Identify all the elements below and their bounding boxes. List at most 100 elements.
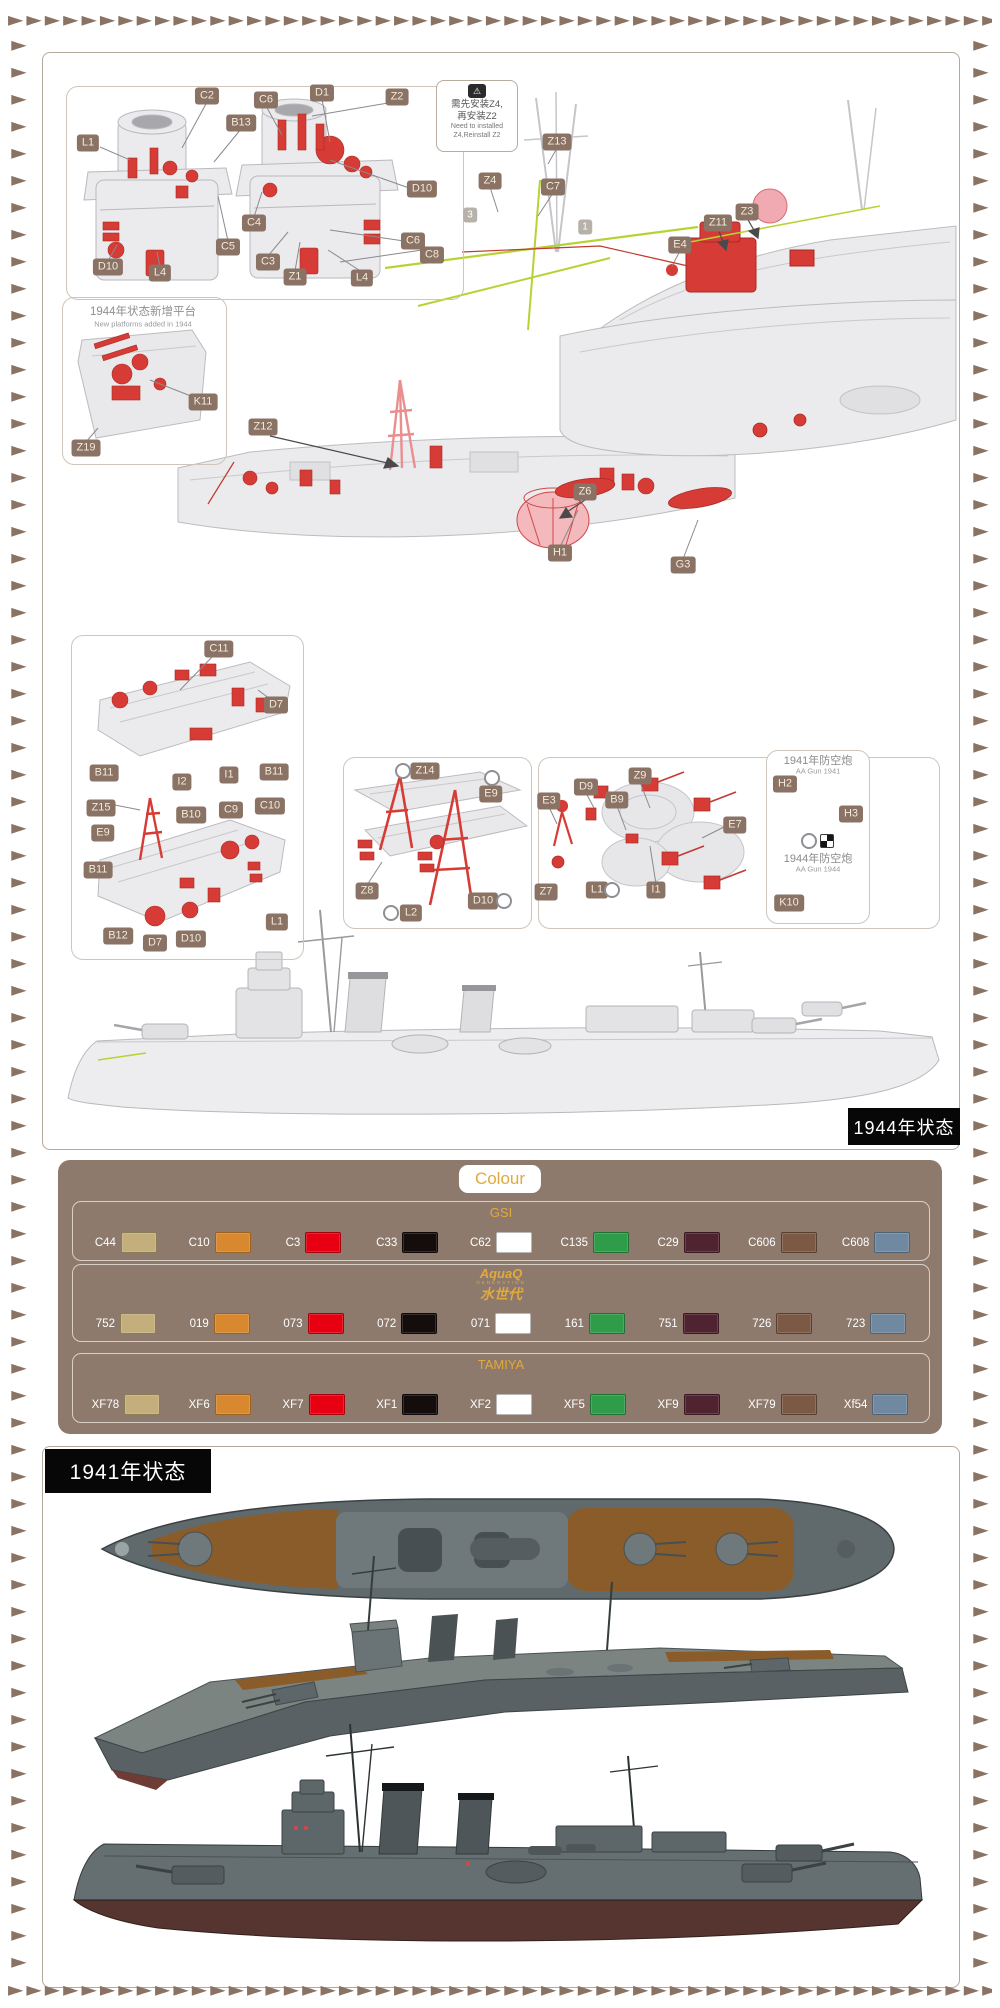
new-platform-box — [62, 297, 227, 465]
paint-cell-GSI-C3: C3 — [267, 1232, 361, 1253]
paint-code-C29: C29 — [657, 1236, 679, 1249]
paint-chip-XF79 — [780, 1394, 817, 1415]
paint-cell-AQUA-072: 072 — [360, 1313, 454, 1334]
paint-code-XF2: XF2 — [469, 1398, 492, 1411]
paint-code-723: 723 — [846, 1317, 866, 1330]
paint-cells-aqua: 752 019 073 072 071 161 751 726 723 — [79, 1313, 923, 1334]
paint-cell-GSI-C44: C44 — [79, 1232, 173, 1253]
paint-code-C135: C135 — [560, 1236, 589, 1249]
paint-cells-tamiya: XF78 XF6 XF7 XF1 XF2 XF5 XF9 XF79 Xf54 — [79, 1394, 923, 1415]
paint-code-C606: C606 — [748, 1236, 776, 1249]
brand-header-tamiya: TAMIYA — [477, 1357, 525, 1372]
paint-code-C44: C44 — [94, 1236, 116, 1249]
paint-code-751: 751 — [658, 1317, 678, 1330]
aqua-logo-name: AquaQ — [479, 1266, 523, 1281]
paint-code-726: 726 — [752, 1317, 772, 1330]
aa-gun-1941-title-en: AA Gun 1941 — [795, 766, 841, 776]
paint-row-gsi: GSI C44 C10 C3 C33 C62 C135 C29 C606 C608 — [72, 1201, 930, 1261]
paint-code-161: 161 — [564, 1317, 584, 1330]
aa-gun-1944-title-en: AA Gun 1944 — [795, 864, 841, 874]
paint-code-XF7: XF7 — [282, 1398, 304, 1411]
paint-cell-AQUA-073: 073 — [267, 1313, 361, 1334]
paint-cell-TAMIYA-XF78: XF78 — [79, 1394, 173, 1415]
deck-assembly-box — [71, 635, 304, 960]
paint-row-aqua: AquaQ GENERATION 水世代 752 019 073 072 071 161 7… — [72, 1264, 930, 1342]
paint-cell-AQUA-752: 752 — [79, 1313, 173, 1334]
paint-chip-Xf54 — [872, 1394, 909, 1415]
bridge-assembly-box — [66, 86, 464, 300]
paint-chip-C608 — [874, 1232, 911, 1253]
paint-chip-752 — [119, 1313, 156, 1334]
aa-gun-variant-subbox — [766, 750, 870, 924]
note-text-zh-line1: 需先安装Z4, — [451, 99, 503, 110]
paint-code-XF6: XF6 — [188, 1398, 210, 1411]
paint-code-XF78: XF78 — [91, 1398, 120, 1411]
aqua-logo-generation: GENERATION — [476, 1280, 526, 1285]
paint-chip-C44 — [120, 1232, 157, 1253]
paint-cell-TAMIYA-XF79: XF79 — [735, 1394, 829, 1415]
paint-code-019: 019 — [189, 1317, 209, 1330]
crane-assembly-box — [343, 757, 532, 929]
ship-1941-section-border — [42, 1446, 960, 1988]
platform-box-title-zh: 1944年状态新增平台 — [89, 306, 197, 318]
paint-chip-C606 — [780, 1232, 817, 1253]
aa-gun-1944-title-zh: 1944年防空炮 — [783, 853, 853, 865]
paint-code-XF1: XF1 — [376, 1398, 398, 1411]
paint-cell-AQUA-751: 751 — [642, 1313, 736, 1334]
brand-header-gsi: GSI — [489, 1205, 513, 1220]
paint-code-C3: C3 — [285, 1236, 301, 1249]
state-tag-1944: 1944年状态 — [848, 1108, 960, 1145]
paint-code-C62: C62 — [469, 1236, 492, 1249]
paint-chip-019 — [213, 1313, 250, 1334]
paint-cell-GSI-C606: C606 — [735, 1232, 829, 1253]
paint-cell-TAMIYA-XF2: XF2 — [454, 1394, 548, 1415]
paint-cell-TAMIYA-XF7: XF7 — [267, 1394, 361, 1415]
note-box: ⚠ 需先安装Z4, 再安装Z2 Need to installed Z4,Rei… — [436, 80, 518, 152]
paint-cell-TAMIYA-XF5: XF5 — [548, 1394, 642, 1415]
chevron-border-top: ►►►►►►►►►►►►►►►►►►►►►►►►►►►►►►►►►►►►►►►►… — [8, 7, 992, 31]
paint-chip-XF2 — [496, 1394, 533, 1415]
paint-code-071: 071 — [470, 1317, 491, 1330]
paint-chip-C62 — [496, 1232, 533, 1253]
paint-chip-XF1 — [402, 1394, 439, 1415]
paint-chip-XF6 — [214, 1394, 251, 1415]
paint-code-752: 752 — [95, 1317, 115, 1330]
paint-cell-GSI-C33: C33 — [360, 1232, 454, 1253]
paint-cell-GSI-C608: C608 — [829, 1232, 923, 1253]
colour-panel: Colour GSI C44 C10 C3 C33 C62 C135 C29 C606 C608… — [58, 1160, 942, 1434]
assembly-section-border — [42, 52, 960, 1150]
paint-cell-TAMIYA-XF6: XF6 — [173, 1394, 267, 1415]
paint-chip-751 — [682, 1313, 719, 1334]
paint-cell-TAMIYA-XF1: XF1 — [360, 1394, 454, 1415]
paint-cell-TAMIYA-Xf54: Xf54 — [829, 1394, 923, 1415]
paint-code-XF79: XF79 — [748, 1398, 776, 1411]
paint-chip-C135 — [593, 1232, 630, 1253]
paint-cells-gsi: C44 C10 C3 C33 C62 C135 C29 C606 C608 — [79, 1232, 923, 1253]
aqua-logo-zh: 水世代 — [480, 1285, 522, 1302]
note-text-zh-line2: 再安装Z2 — [457, 111, 497, 122]
paint-chip-XF78 — [124, 1394, 161, 1415]
paint-chip-073 — [307, 1313, 344, 1334]
paint-chip-C3 — [305, 1232, 342, 1253]
paint-chip-161 — [588, 1313, 625, 1334]
paint-chip-726 — [776, 1313, 813, 1334]
paint-code-C10: C10 — [188, 1236, 210, 1249]
paint-cell-AQUA-726: 726 — [735, 1313, 829, 1334]
paint-chip-723 — [870, 1313, 907, 1334]
paint-code-072: 072 — [377, 1317, 397, 1330]
paint-cell-GSI-C62: C62 — [454, 1232, 548, 1253]
paint-code-XF5: XF5 — [563, 1398, 585, 1411]
paint-cell-GSI-C29: C29 — [642, 1232, 736, 1253]
paint-chip-XF7 — [308, 1394, 345, 1415]
aa-gun-assembly-box — [538, 757, 940, 929]
state-tag-1941: 1941年状态 — [45, 1449, 211, 1493]
chevron-border-left: ►►►►►►►►►►►►►►►►►►►►►►►►►►►►►►►►►►►►►►►►… — [7, 32, 31, 1976]
aqua-brand-logo: AquaQ GENERATION 水世代 — [73, 1267, 929, 1301]
paint-cell-TAMIYA-XF9: XF9 — [642, 1394, 736, 1415]
platform-box-title-en: New platforms added in 1944 — [94, 319, 192, 329]
paint-cell-AQUA-071: 071 — [454, 1313, 548, 1334]
note-text-en-line2: Z4,Reinstall Z2 — [453, 131, 501, 139]
paint-code-C33: C33 — [376, 1236, 398, 1249]
paint-chip-072 — [401, 1313, 438, 1334]
